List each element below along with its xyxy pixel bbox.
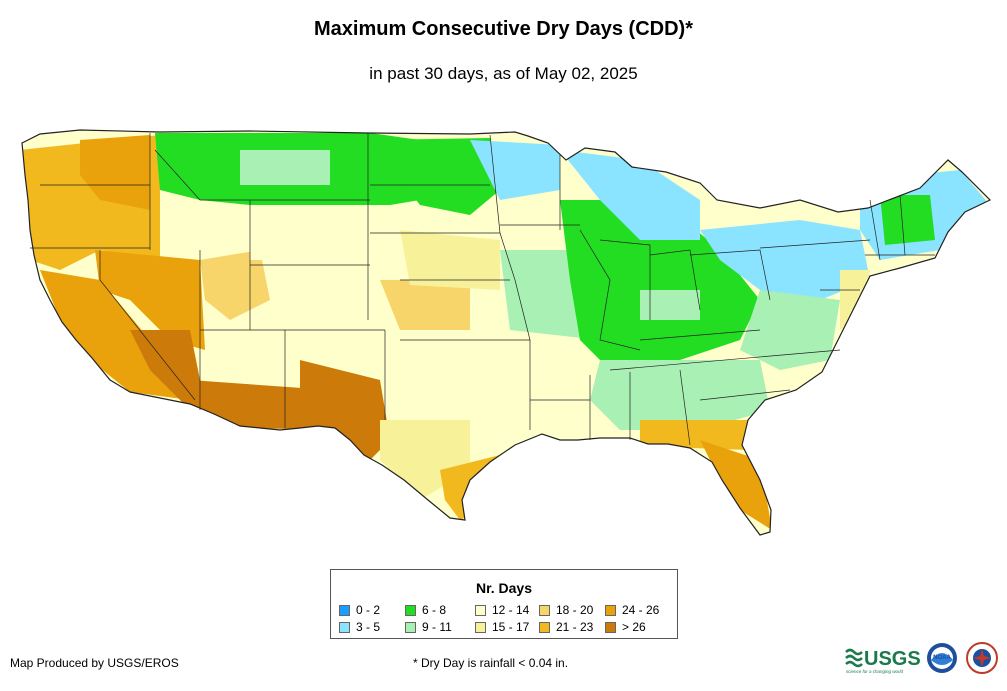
nws-logo — [966, 642, 998, 674]
agency-logos: USGS science for a changing world NOAA — [845, 642, 998, 674]
legend-swatch — [539, 604, 550, 616]
legend-label: 12 - 14 — [492, 603, 530, 617]
legend-label: > 26 — [622, 620, 646, 634]
svg-text:USGS: USGS — [864, 648, 921, 670]
legend-item: 6 - 8 — [405, 603, 446, 617]
legend-item: 21 - 23 — [539, 620, 593, 634]
legend-item: 9 - 11 — [405, 620, 452, 634]
legend-swatch — [475, 604, 486, 616]
legend-swatch — [339, 621, 350, 633]
legend-swatch — [405, 604, 416, 616]
legend-swatch — [339, 604, 350, 616]
legend-item: > 26 — [605, 620, 646, 634]
us-cdd-map — [21, 129, 991, 536]
legend-item: 3 - 5 — [339, 620, 380, 634]
map-subtitle: in past 30 days, as of May 02, 2025 — [369, 64, 638, 83]
map-title: Maximum Consecutive Dry Days (CDD)* — [314, 18, 693, 40]
legend-label: 9 - 11 — [422, 620, 452, 634]
legend-label: 0 - 2 — [356, 603, 381, 617]
usgs-logo: USGS science for a changing world — [845, 648, 921, 674]
legend-item: 15 - 17 — [475, 620, 529, 634]
legend-item: 24 - 26 — [605, 603, 659, 617]
legend-item: 0 - 2 — [339, 603, 380, 617]
legend-label: 24 - 26 — [622, 603, 660, 617]
state-boundaries — [30, 133, 935, 446]
legend-swatch — [539, 621, 550, 633]
legend-label: 21 - 23 — [556, 620, 594, 634]
svg-text:science for a changing world: science for a changing world — [846, 669, 904, 674]
legend-swatch — [405, 621, 416, 633]
svg-text:NOAA: NOAA — [933, 655, 951, 661]
legend: Nr. Days 0 - 2 3 - 5 6 - 8 9 - 11 12 - 1… — [330, 569, 678, 639]
dry-day-footnote: * Dry Day is rainfall < 0.04 in. — [413, 656, 569, 670]
legend-label: 18 - 20 — [556, 603, 594, 617]
legend-swatch — [605, 604, 616, 616]
cdd-color-regions — [22, 130, 990, 535]
legend-label: 15 - 17 — [492, 620, 530, 634]
noaa-logo: NOAA — [927, 643, 957, 673]
legend-item: 18 - 20 — [539, 603, 593, 617]
legend-swatch — [475, 621, 486, 633]
producer-credit: Map Produced by USGS/EROS — [10, 656, 179, 670]
legend-title: Nr. Days — [475, 580, 533, 596]
legend-label: 6 - 8 — [422, 603, 447, 617]
legend-item: 12 - 14 — [475, 603, 529, 617]
legend-label: 3 - 5 — [356, 620, 381, 634]
legend-swatch — [605, 621, 616, 633]
